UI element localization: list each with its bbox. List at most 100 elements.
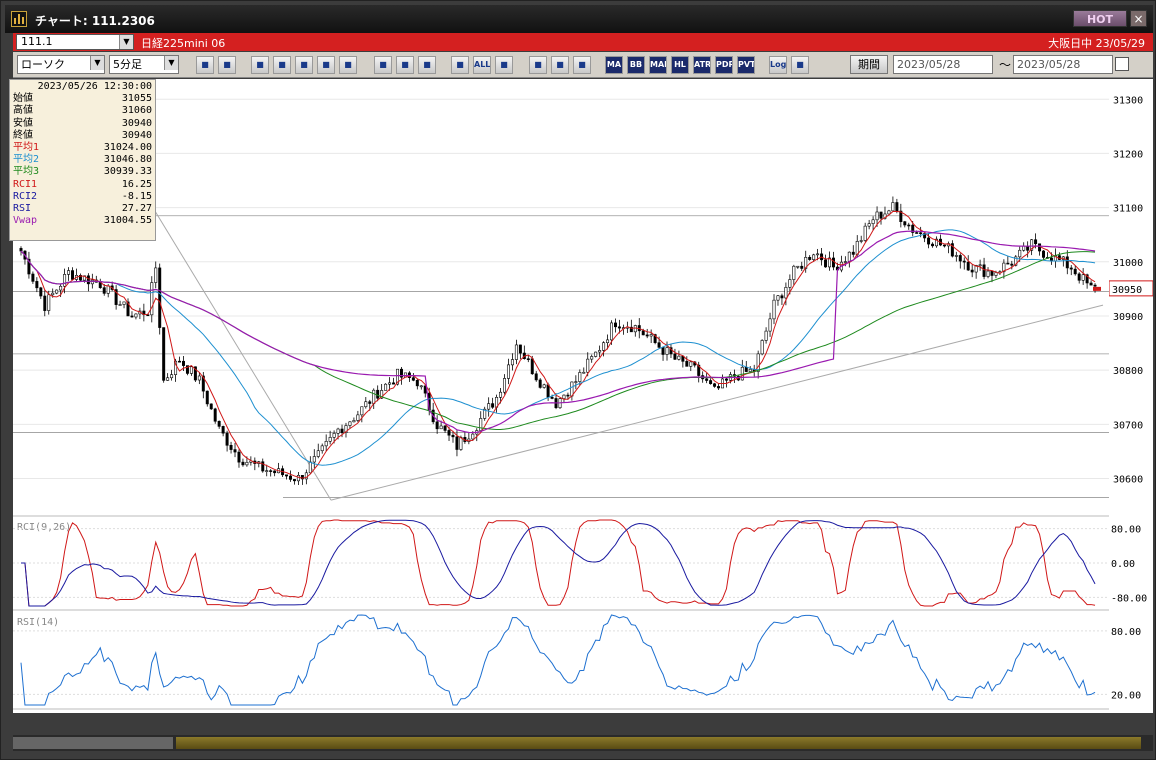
info-value: 31060 [121,105,152,117]
option-checkbox[interactable] [1115,57,1129,71]
info-label: 高値 [13,105,33,117]
candle-body [780,295,784,299]
chart-type-select[interactable]: ローソク ▼ [17,55,105,74]
candle-body [689,361,693,367]
chart-type-value: ローソク [21,58,65,71]
scroll-thumb[interactable] [13,737,173,749]
date-to-input[interactable]: 2023/05/28 [1013,55,1113,74]
x-tick-label: 12 [926,712,939,713]
candle-body [514,344,518,360]
price-tick-label: 31000 [1113,258,1143,269]
export-button[interactable]: ■ [791,56,809,74]
mae-button[interactable]: MAE [649,56,667,74]
fill-button[interactable]: ■ [495,56,513,74]
info-value: 16.25 [121,178,152,190]
candle-button[interactable]: ■ [418,56,436,74]
candle-body [225,432,229,446]
candle-body [90,279,94,285]
symbol-input[interactable]: 111.1 ▼ [16,34,134,50]
x-tick-label: 26/8:45 [755,712,801,713]
price-tick-label: 30700 [1113,420,1143,431]
candle-body [954,255,958,257]
candlestick-chart[interactable]: RCI(9,26) RSI(14) 24/8:45 12 25/8:45 12 26/8:4… [13,79,1109,725]
candle-body [550,396,554,399]
candle-body [530,358,534,375]
candle-body [717,386,721,389]
all-button[interactable]: ALL [473,56,491,74]
rci-tick-label: -80.00 [1111,593,1147,604]
chevron-down-icon[interactable]: ▼ [90,56,104,70]
candle-body [911,224,915,233]
candle-body [506,364,510,379]
candle-body [748,368,752,372]
horizontal-scrollbar[interactable] [13,735,1153,751]
candle-body [205,390,209,405]
candle-body [388,382,392,385]
down-trendline [142,191,332,501]
cursor-button[interactable]: ■ [374,56,392,74]
candle-body [162,327,166,381]
info-row: 終値 30940 [13,130,152,142]
pvt-button[interactable]: PVT [737,56,755,74]
pen-button[interactable]: ■ [339,56,357,74]
candle-body [150,282,154,316]
candle-body [35,281,39,289]
candle-body [348,421,352,426]
bars-button[interactable]: ■ [573,56,591,74]
crosshair-button[interactable]: ■ [218,56,236,74]
scroll-track[interactable] [176,737,1141,749]
help-button[interactable]: ■ [317,56,335,74]
info-label: 始値 [13,93,33,105]
close-button[interactable]: × [1130,10,1147,27]
candle-body [927,237,931,245]
chart-plot-area[interactable]: RCI(9,26) RSI(14) 24/8:45 12 25/8:45 12 26/8:4… [13,79,1109,725]
price-tick-label: 30600 [1113,474,1143,485]
ma-button[interactable]: MA [605,56,623,74]
palette-button[interactable]: ■ [551,56,569,74]
candle-body [86,275,90,285]
info-label: RSI [13,203,32,215]
candle-body [958,255,962,262]
info-rows: 始値 31055 高値 31060 安値 30940 終値 30940 平均1 31024.00 平… [13,93,152,227]
zoom-button[interactable]: ■ [196,56,214,74]
candle-body [499,391,503,398]
chevron-down-icon[interactable]: ▼ [164,56,178,70]
candle-body [578,372,582,382]
candle-body [380,390,384,399]
candle-body [899,210,903,222]
info-label: 平均1 [13,142,40,154]
fit-button[interactable]: ■ [295,56,313,74]
candle-body [574,381,578,383]
atr-button[interactable]: ATR [693,56,711,74]
chevron-down-icon[interactable]: ▼ [119,35,133,49]
candle-body [645,334,649,337]
hot-button[interactable]: HOT [1073,10,1127,27]
bb-button[interactable]: BB [627,56,645,74]
candle-body [851,251,855,255]
candle-body [950,243,954,257]
hl-button[interactable]: HL [671,56,689,74]
insert-button[interactable]: ■ [251,56,269,74]
candle-body [447,430,451,436]
brush-button[interactable]: ■ [529,56,547,74]
timeframe-select[interactable]: 5分足 ▼ [109,55,179,74]
candle-body [483,408,487,419]
period-button[interactable]: 期間 [850,55,888,74]
candle-body [312,456,316,463]
candle-body [713,383,717,387]
candle-body [562,394,566,399]
plus-candle-button[interactable]: ■ [451,56,469,74]
pdr-button[interactable]: PDR [715,56,733,74]
candle-body [344,425,348,433]
candle-body [871,219,875,224]
candle-body [602,342,606,351]
candle-body [229,445,233,450]
date-from-input[interactable]: 2023/05/28 [893,55,993,74]
log-button[interactable]: Log [769,56,787,74]
candle-body [784,287,788,299]
candle-body [491,403,495,408]
info-row: 平均1 31024.00 [13,142,152,154]
undo-button[interactable]: ■ [396,56,414,74]
candle-body [570,381,574,397]
magnify-button[interactable]: ■ [273,56,291,74]
